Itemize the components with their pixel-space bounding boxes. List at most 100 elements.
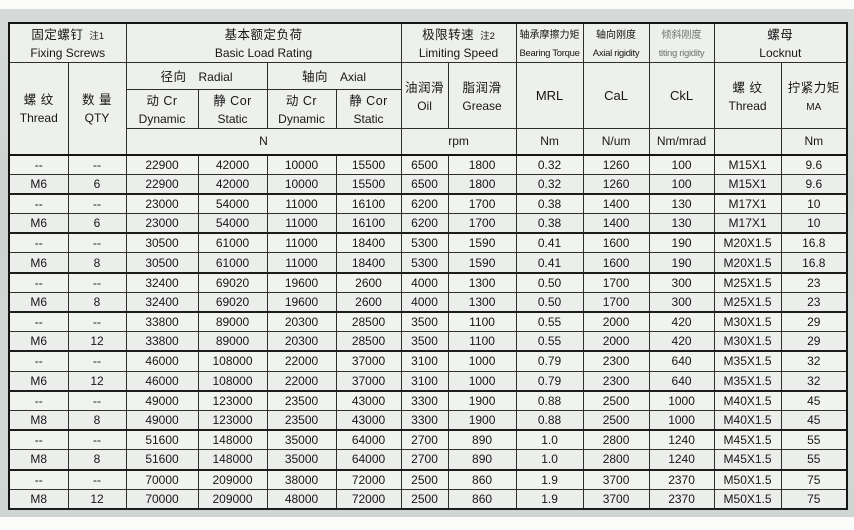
table-cell: 16.8	[780, 232, 848, 254]
table-cell: 1000	[447, 370, 517, 392]
table-cell: M6	[8, 252, 69, 274]
table-cell: 640	[648, 370, 715, 392]
table-cell: 3300	[400, 390, 449, 411]
table-cell: --	[8, 390, 69, 411]
table-cell: 61000	[197, 232, 268, 254]
table-cell: 0.38	[515, 213, 584, 235]
table-cell: 33800	[125, 311, 199, 333]
unit-tilting-rigidity-label: Nm/mrad	[656, 134, 707, 149]
table-cell: 22000	[266, 370, 337, 392]
header-axial-rigidity-zh: 轴向刚度	[596, 30, 637, 41]
table-cell: 70000	[125, 469, 199, 490]
table-cell: 1240	[648, 429, 715, 451]
header-locknut-thread-zh: 螺 纹	[732, 80, 763, 95]
unit-torque-label: Nm	[540, 134, 559, 149]
table-cell: 22900	[125, 173, 199, 195]
unit-torque: Nm	[515, 128, 584, 155]
header-fixing-screws-zh: 固定螺钉	[31, 28, 84, 42]
table-cell: 1800	[447, 153, 517, 175]
table-cell: 45	[780, 390, 848, 411]
table-cell: 300	[648, 291, 715, 313]
table-cell: M35X1.5	[713, 350, 782, 372]
table-row: M6 6 22900 42000 10000 15500 6500 1800 0.32 1260 1…	[8, 173, 848, 195]
table-cell: 0.41	[515, 252, 584, 274]
table-cell: 0.55	[515, 311, 584, 333]
table-cell: 1000	[648, 390, 715, 411]
table-cell: 1.0	[515, 449, 584, 471]
table-cell: 23	[780, 291, 848, 313]
table-cell: M30X1.5	[713, 311, 782, 333]
table-cell: 64000	[335, 429, 402, 451]
table-cell: 32	[780, 350, 848, 372]
table-cell: 2700	[400, 449, 449, 471]
table-cell: 1300	[447, 272, 517, 293]
table-cell: 19600	[266, 291, 337, 313]
header-tilting-rigidity-zh: 倾斜刚度	[661, 30, 702, 41]
table-cell: 61000	[197, 252, 268, 274]
table-cell: 51600	[125, 429, 199, 451]
table-cell: 5300	[400, 252, 449, 274]
table-cell: --	[67, 153, 127, 175]
table-cell: 29	[780, 331, 848, 353]
table-cell: 0.88	[515, 390, 584, 411]
table-cell: 16100	[335, 213, 402, 235]
table-cell: 11000	[266, 252, 337, 274]
table-cell: --	[8, 350, 69, 372]
table-cell: 48000	[266, 488, 337, 510]
table-cell: 23000	[125, 193, 199, 215]
table-cell: 890	[447, 429, 517, 451]
header-axial-en: Axial	[340, 70, 367, 84]
header-radial: 径向 Radial	[125, 62, 268, 90]
table-cell: 860	[447, 469, 517, 490]
header-radial-en: Radial	[198, 70, 233, 84]
header-axial-rigidity-en: Axial rigidity	[592, 48, 640, 59]
table-cell: 75	[780, 469, 848, 490]
unit-load: N	[125, 128, 402, 155]
table-cell: M6	[8, 173, 69, 195]
header-sub-row-2: 动 Cr Dynamic 静 Cor Static 动 Cr Dynamic 静…	[9, 89, 847, 129]
table-cell: 30500	[125, 252, 199, 274]
table-cell: M30X1.5	[713, 331, 782, 353]
header-tilting-rigidity-en: titing rigidity	[658, 48, 705, 59]
header-thread-en: Thread	[19, 111, 58, 126]
table-cell: M40X1.5	[713, 390, 782, 411]
table-cell: --	[8, 311, 69, 333]
table-cell: 35000	[266, 429, 337, 451]
table-cell: 6200	[400, 213, 449, 235]
table-cell: 1100	[447, 331, 517, 353]
header-radial-static-en: Static	[217, 112, 248, 126]
table-cell: M15X1	[713, 173, 782, 195]
table-cell: 12	[67, 488, 127, 510]
table-cell: 6500	[400, 153, 449, 175]
table-row: -- -- 23000 54000 11000 16100 6200 1700 0.38 1400…	[8, 193, 848, 215]
table-cell: 70000	[125, 488, 199, 510]
table-cell: 1.0	[515, 429, 584, 451]
table-row: M8 8 51600 148000 35000 64000 2700 890 1.0 2800 12…	[8, 449, 848, 471]
table-cell: 1700	[447, 213, 517, 235]
table-cell: 0.50	[515, 291, 584, 313]
table-cell: 1590	[447, 232, 517, 254]
table-cell: 0.38	[515, 193, 584, 215]
table-cell: 190	[648, 252, 715, 274]
header-locknut-thread-en: Thread	[728, 98, 767, 113]
table-cell: 49000	[125, 409, 199, 432]
bearing-spec-table: 固定螺钉 注1 Fixing Screws 基本额定负荷 Basic Load R…	[8, 22, 849, 510]
table-cell: --	[67, 429, 127, 451]
unit-speed: rpm	[400, 128, 517, 155]
units-row: N rpm Nm N/um Nm/mrad Nm	[9, 128, 848, 155]
table-cell: 10	[780, 213, 848, 235]
table-cell: M50X1.5	[713, 488, 782, 510]
table-cell: 8	[67, 291, 127, 313]
table-cell: 1800	[447, 173, 517, 195]
table-cell: 2300	[582, 370, 650, 392]
table-cell: 28500	[335, 331, 402, 353]
header-locknut-en: Locknut	[759, 46, 802, 60]
header-axial-zh: 轴向	[302, 70, 329, 84]
table-cell: 49000	[125, 390, 199, 411]
table-cell: 2370	[648, 469, 715, 490]
header-thread-zh: 螺 纹	[23, 93, 54, 108]
table-cell: 2000	[582, 331, 650, 353]
header-grease: 脂润滑 Grease	[447, 62, 517, 129]
header-ma: 拧紧力矩 MA	[780, 62, 848, 129]
table-cell: 4000	[400, 291, 449, 313]
